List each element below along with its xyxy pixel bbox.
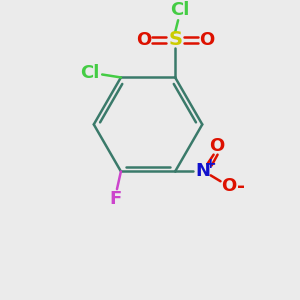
Text: F: F [110,190,122,208]
Text: Cl: Cl [170,2,190,20]
Text: Cl: Cl [80,64,99,82]
Text: O: O [136,31,151,49]
Text: O: O [199,31,214,49]
Text: O: O [221,177,236,195]
Text: O: O [209,137,224,155]
Text: -: - [237,177,245,196]
Text: S: S [168,31,182,50]
Text: +: + [205,157,217,170]
Text: N: N [195,162,210,180]
